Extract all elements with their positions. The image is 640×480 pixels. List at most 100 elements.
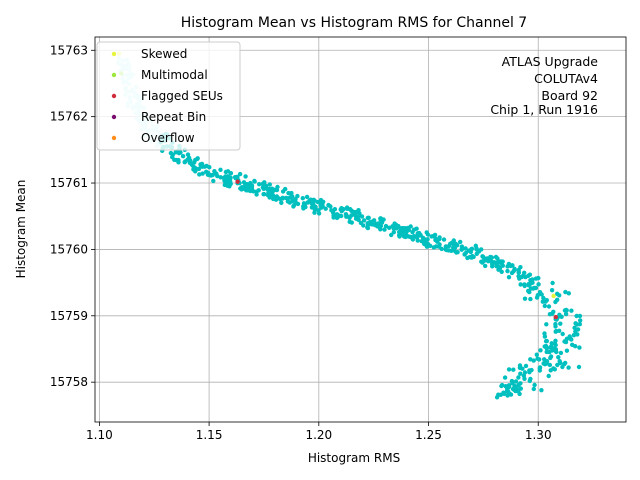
data-point bbox=[176, 151, 182, 156]
data-point bbox=[448, 241, 453, 246]
data-point bbox=[270, 193, 276, 198]
data-point bbox=[218, 167, 223, 172]
data-point bbox=[499, 269, 504, 274]
data-point bbox=[256, 188, 261, 193]
data-point bbox=[261, 192, 266, 197]
data-point bbox=[378, 216, 384, 221]
data-point bbox=[265, 186, 270, 192]
data-point bbox=[548, 355, 553, 361]
data-point bbox=[387, 225, 392, 230]
data-point bbox=[571, 333, 577, 338]
data-point bbox=[347, 219, 352, 224]
data-point bbox=[243, 174, 248, 179]
data-point bbox=[347, 215, 352, 221]
data-point bbox=[542, 303, 547, 309]
data-point bbox=[513, 379, 519, 384]
data-point bbox=[366, 215, 371, 220]
data-point bbox=[356, 208, 361, 213]
data-point bbox=[562, 308, 568, 313]
data-point bbox=[531, 358, 536, 363]
data-point bbox=[182, 160, 187, 165]
data-point bbox=[566, 291, 571, 296]
data-point bbox=[549, 288, 555, 293]
legend-label: Skewed bbox=[141, 47, 187, 61]
data-point bbox=[506, 367, 512, 372]
data-point bbox=[234, 174, 240, 180]
annotation-line-4: Chip 1, Run 1916 bbox=[490, 102, 598, 117]
data-point bbox=[564, 348, 570, 353]
data-point bbox=[345, 206, 350, 211]
data-point bbox=[286, 190, 291, 196]
data-point bbox=[562, 361, 567, 367]
data-point bbox=[551, 309, 556, 314]
data-point bbox=[573, 329, 578, 334]
x-tick-label: 1.10 bbox=[86, 428, 113, 442]
legend-label: Flagged SEUs bbox=[141, 89, 223, 103]
data-point bbox=[542, 344, 547, 349]
y-tick-label: 15763 bbox=[50, 43, 88, 57]
data-point bbox=[454, 250, 459, 255]
legend-box bbox=[96, 41, 241, 151]
data-point bbox=[516, 270, 522, 275]
data-point bbox=[569, 308, 574, 313]
data-point bbox=[536, 282, 541, 287]
data-point bbox=[518, 381, 523, 386]
data-point bbox=[458, 239, 463, 245]
data-point bbox=[557, 293, 562, 298]
data-point bbox=[578, 318, 583, 323]
data-point bbox=[187, 160, 193, 166]
data-point bbox=[453, 241, 458, 246]
data-point bbox=[358, 220, 364, 226]
data-point bbox=[274, 187, 280, 193]
data-point bbox=[252, 178, 257, 184]
data-point bbox=[269, 188, 274, 193]
data-point bbox=[554, 349, 559, 355]
data-point bbox=[499, 383, 504, 389]
legend-label: Multimodal bbox=[141, 68, 208, 82]
data-point bbox=[509, 270, 515, 276]
data-point bbox=[552, 346, 557, 351]
data-point bbox=[522, 282, 527, 287]
data-point bbox=[539, 292, 544, 297]
x-tick-label: 1.15 bbox=[196, 428, 223, 442]
annotation-line-1: ATLAS Upgrade bbox=[502, 54, 599, 69]
data-point bbox=[563, 311, 569, 317]
data-point bbox=[554, 328, 559, 334]
data-point bbox=[319, 200, 324, 205]
flagged-point-flagged-seus bbox=[235, 179, 240, 184]
data-point bbox=[288, 195, 294, 200]
data-point bbox=[544, 349, 549, 355]
data-point bbox=[397, 229, 402, 235]
data-point bbox=[193, 168, 198, 173]
data-point bbox=[506, 389, 511, 394]
data-point bbox=[522, 296, 528, 301]
data-point bbox=[539, 388, 544, 393]
data-point bbox=[495, 261, 500, 266]
data-point bbox=[371, 222, 376, 227]
data-point bbox=[349, 208, 354, 213]
y-axis-title: Histogram Mean bbox=[14, 180, 28, 279]
data-point bbox=[522, 270, 527, 275]
data-point bbox=[304, 194, 310, 200]
data-point bbox=[366, 222, 371, 228]
data-point bbox=[540, 299, 545, 304]
data-point bbox=[463, 246, 468, 251]
data-point bbox=[470, 253, 475, 259]
data-point bbox=[211, 178, 216, 184]
data-point bbox=[279, 200, 284, 205]
data-point bbox=[400, 229, 406, 234]
data-point bbox=[337, 213, 342, 218]
data-point bbox=[573, 321, 578, 326]
data-point bbox=[532, 382, 537, 388]
data-point bbox=[536, 275, 541, 281]
data-point bbox=[319, 205, 324, 210]
data-point bbox=[218, 175, 223, 180]
data-point bbox=[534, 352, 539, 357]
y-axis-ticks: 15758 15759 15760 15761 15762 15763 bbox=[50, 43, 95, 389]
data-point bbox=[405, 225, 411, 231]
data-point bbox=[210, 172, 215, 178]
plot-frame bbox=[94, 36, 627, 423]
data-point bbox=[530, 277, 535, 282]
data-point bbox=[168, 150, 174, 156]
data-point bbox=[538, 348, 543, 353]
